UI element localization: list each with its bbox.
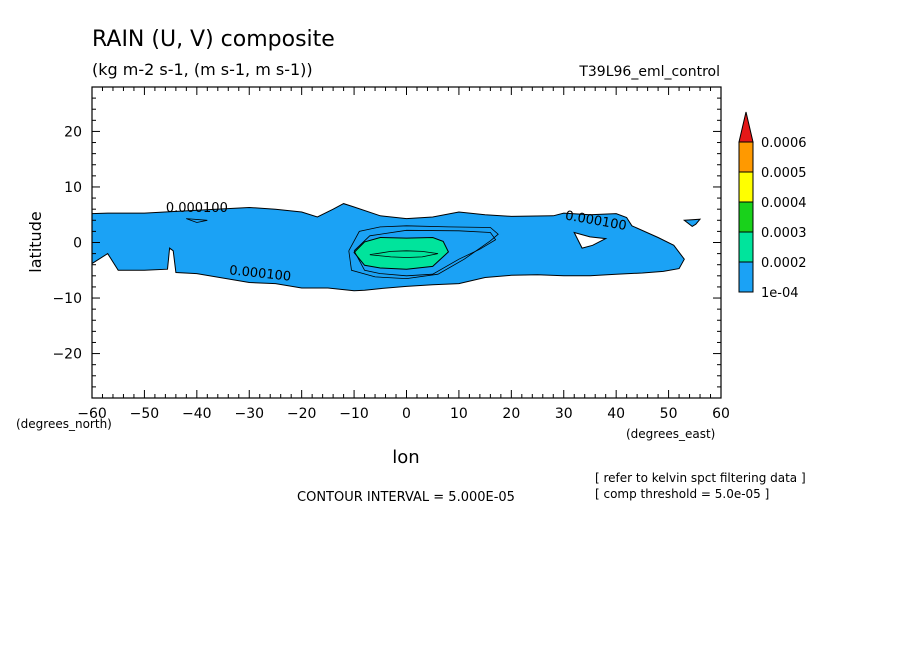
chart-title: RAIN (U, V) composite [92,27,335,52]
contour-lines [186,218,499,280]
y-tick-label: 0 [73,236,82,252]
x-tick-label: 10 [450,406,468,422]
x-tick-label: 0 [402,406,411,422]
note-threshold: [ comp threshold = 5.0e-05 ] [595,487,769,501]
y-tick-label: −10 [52,291,82,307]
axis-ticks: −60 −50 −40 −30 −20 −10 0 10 20 30 40 50 60 −20 −10 0 10… [52,86,730,422]
x-tick-label: 60 [712,406,730,422]
y-tick-label: −20 [52,347,82,363]
colorbar-swatch [738,171,754,203]
colorbar-legend: 1e-04 0.0002 0.0003 0.0004 0.0005 0.0006 [738,111,807,301]
x-tick-label: 30 [555,406,573,422]
colorbar-swatch [738,141,754,173]
y-units-label: (degrees_north) [16,417,112,431]
x-units-label: (degrees_east) [626,427,715,441]
contour-line-1 [348,225,499,280]
note-kelvin: [ refer to kelvin spct filtering data ] [595,471,806,485]
y-tick-label: 20 [64,124,82,140]
run-label: T39L96_eml_control [578,64,720,80]
colorbar-label: 0.0006 [761,136,807,151]
y-axis-label: latitude [26,211,45,272]
x-tick-label: −50 [130,406,160,422]
colorbar-label: 0.0003 [761,226,807,241]
contour-label: 0.000100 [228,263,291,284]
x-tick-label: −60 [77,406,107,422]
x-tick-label: −20 [287,406,317,422]
contour-line-3 [186,218,208,223]
y-tick-label: 10 [64,180,82,196]
contour-region-1 [353,236,450,270]
contour-line-0 [353,229,497,277]
contour-region-3 [682,218,702,228]
contour-interval-text: CONTOUR INTERVAL = 5.000E-05 [297,490,515,505]
chart-subtitle: (kg m-2 s-1, (m s-1, m s-1)) [92,60,313,79]
contour-label: 0.000100 [166,201,228,216]
x-axis-label: lon [392,447,419,468]
x-tick-label: −40 [182,406,212,422]
filled-regions [91,203,702,292]
colorbar-swatch [738,231,754,263]
colorbar-label: 0.0002 [761,256,807,271]
x-tick-label: −10 [339,406,369,422]
x-tick-label: 20 [502,406,520,422]
contour-region-2 [573,231,608,249]
x-tick-label: 50 [660,406,678,422]
x-tick-label: 40 [607,406,625,422]
colorbar-swatch [738,201,754,233]
colorbar-label: 1e-04 [761,286,799,301]
colorbar-label: 0.0004 [761,196,807,211]
contour-line-2 [369,250,439,258]
colorbar-label: 0.0005 [761,166,807,181]
colorbar-swatch [738,261,754,293]
x-tick-label: −30 [234,406,264,422]
colorbar-swatch-top [738,111,754,143]
